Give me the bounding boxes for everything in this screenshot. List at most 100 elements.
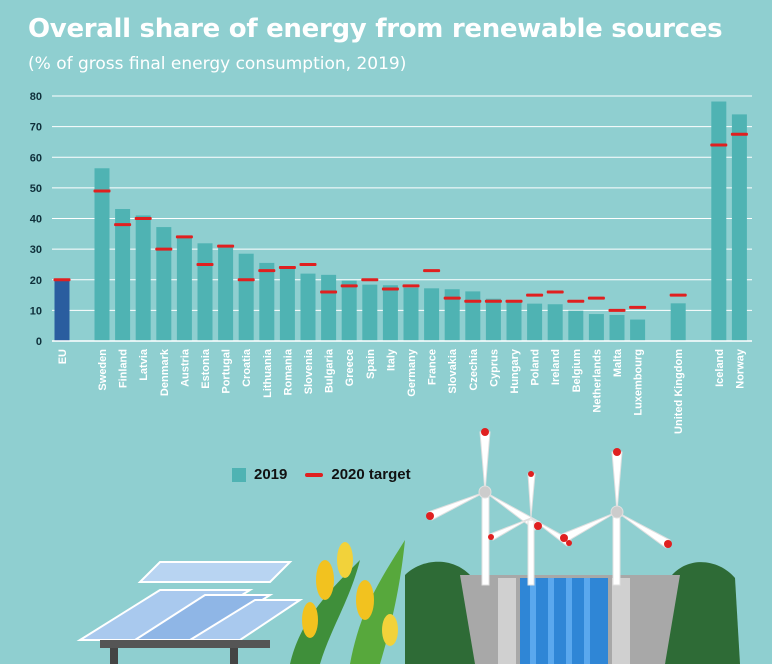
chart-legend: 2019 2020 target (232, 466, 411, 483)
target-marker-2020 (93, 189, 111, 193)
x-tick-label: Denmark (159, 348, 171, 396)
x-tick-label: France (427, 349, 439, 385)
target-marker-2020 (710, 143, 728, 147)
bar-2019 (465, 291, 481, 341)
bar-2019 (588, 314, 604, 341)
x-tick-label: Romania (282, 348, 294, 395)
bar-2019 (547, 304, 563, 341)
y-tick-label: 80 (30, 91, 42, 103)
x-tick-label: Estonia (200, 348, 212, 389)
x-tick-label: Malta (612, 348, 624, 377)
target-marker-2020 (175, 235, 193, 239)
y-tick-label: 10 (30, 305, 42, 317)
legend-item-2019: 2019 (232, 466, 287, 483)
biomass-plants-icon (290, 540, 405, 664)
bar-2019 (259, 262, 275, 341)
y-tick-label: 50 (30, 183, 42, 195)
x-tick-label: Italy (385, 348, 397, 371)
x-tick-label: United Kingdom (673, 349, 685, 434)
target-marker-2020 (464, 299, 482, 303)
x-tick-label: Lithuania (262, 348, 274, 398)
target-marker-2020 (629, 305, 647, 309)
y-tick-label: 70 (30, 122, 42, 134)
bar-2019 (115, 209, 131, 341)
y-tick-label: 60 (30, 152, 42, 164)
x-tick-label: Portugal (221, 349, 233, 394)
bar-2019 (424, 288, 440, 341)
bar-2019 (670, 303, 686, 341)
target-marker-2020 (730, 132, 748, 136)
y-tick-label: 20 (30, 275, 42, 287)
target-marker-2020 (134, 217, 152, 220)
target-marker-2020 (608, 308, 626, 312)
bar-2019 (197, 243, 213, 341)
target-marker-2020 (155, 247, 173, 251)
x-tick-label: Slovakia (447, 348, 459, 394)
y-tick-label: 0 (36, 336, 42, 348)
bar-2019 (403, 287, 419, 341)
target-marker-2020 (361, 278, 379, 282)
target-marker-2020 (114, 223, 132, 227)
bar-2019 (135, 215, 151, 341)
target-marker-2020 (669, 293, 687, 297)
bar-2019 (444, 289, 460, 341)
x-tick-label: Croatia (241, 348, 253, 387)
target-marker-2020 (423, 269, 441, 273)
bar-2019 (300, 273, 316, 341)
target-marker-2020 (484, 299, 502, 303)
y-tick-label: 30 (30, 244, 42, 256)
bar-2019 (568, 310, 584, 341)
bar-2019 (321, 274, 337, 341)
x-tick-label: Greece (344, 349, 356, 386)
target-marker-2020 (217, 244, 235, 248)
target-marker-2020 (299, 262, 317, 266)
x-tick-label: Spain (365, 349, 377, 379)
target-marker-2020 (237, 278, 255, 282)
x-tick-label: Netherlands (591, 349, 603, 413)
bar-2019 (176, 238, 192, 341)
legend-item-2020-target: 2020 target (305, 466, 411, 483)
x-tick-label: Czechia (468, 348, 480, 390)
solar-panels-icon (76, 561, 304, 664)
bar-2019 (485, 298, 501, 341)
x-tick-label: Poland (530, 349, 542, 386)
target-marker-2020 (381, 287, 399, 291)
bar-2019 (630, 319, 646, 341)
target-marker-2020 (546, 290, 564, 294)
x-tick-label: Sweden (97, 349, 109, 391)
bar-2019 (54, 280, 70, 341)
target-marker-2020 (567, 299, 585, 303)
target-marker-2020 (278, 266, 296, 269)
target-marker-2020 (402, 284, 420, 288)
target-marker-2020 (320, 290, 338, 294)
target-marker-2020 (340, 284, 358, 288)
target-marker-2020 (526, 293, 544, 297)
y-tick-label: 40 (30, 214, 42, 226)
x-tick-label: Latvia (138, 348, 150, 381)
x-tick-label: Belgium (571, 349, 583, 393)
x-tick-label: Finland (118, 349, 130, 388)
bar-2019 (506, 302, 522, 341)
bar-2019 (527, 303, 543, 341)
legend-swatch-2020-target (305, 472, 324, 477)
bar-2019 (609, 314, 625, 341)
x-tick-label: EU (57, 349, 69, 364)
target-marker-2020 (196, 262, 214, 266)
target-marker-2020 (258, 269, 276, 273)
legend-label-2019: 2019 (254, 466, 288, 483)
x-tick-label: Norway (734, 348, 746, 389)
x-tick-label: Luxembourg (633, 349, 645, 416)
bar-2019 (238, 253, 254, 341)
target-marker-2020 (53, 278, 71, 282)
bar-2019 (218, 247, 234, 341)
x-tick-label: Hungary (509, 348, 521, 394)
bar-2019 (94, 168, 110, 341)
target-marker-2020 (587, 296, 605, 300)
x-tick-label: Iceland (714, 349, 726, 387)
x-tick-label: Bulgaria (324, 348, 336, 393)
bar-2019 (731, 114, 747, 341)
legend-swatch-2019 (232, 467, 246, 482)
x-tick-label: Austria (179, 348, 191, 387)
target-marker-2020 (443, 296, 461, 300)
chart-title: Overall share of energy from renewable s… (28, 14, 723, 44)
